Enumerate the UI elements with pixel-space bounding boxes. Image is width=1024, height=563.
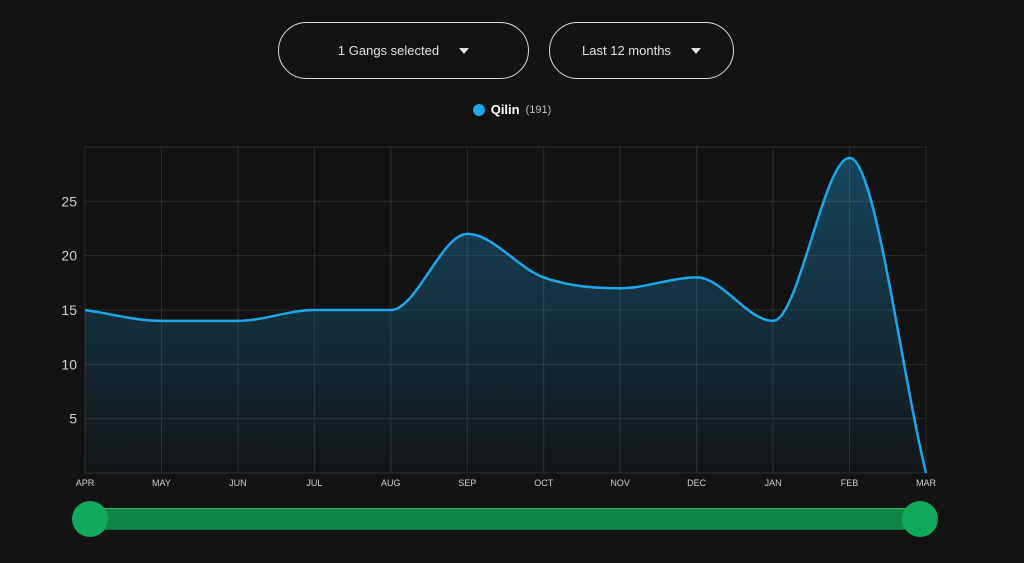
x-axis: APR MAY JUN JUL AUG SEP OCT NOV DEC JAN FEB MAR — [76, 478, 937, 488]
x-tick-label: FEB — [841, 478, 859, 488]
time-range-dropdown[interactable]: Last 12 months — [549, 22, 734, 79]
x-tick-label: APR — [76, 478, 95, 488]
chart-area — [85, 157, 926, 473]
area-chart: 5 10 15 20 25 APR MAY JUN JUL AUG SEP OCT NOV DEC JAN… — [61, 146, 937, 488]
range-slider-track[interactable] — [90, 508, 920, 530]
x-tick-label: MAY — [152, 478, 171, 488]
x-tick-label: OCT — [534, 478, 554, 488]
y-tick-label: 10 — [61, 356, 77, 372]
data-point-may[interactable] — [158, 318, 164, 324]
data-point-jan[interactable] — [770, 318, 776, 324]
x-tick-label: DEC — [687, 478, 707, 488]
data-point-apr[interactable] — [82, 307, 88, 313]
series-line-qilin[interactable] — [84, 156, 928, 474]
data-point-jun[interactable] — [235, 318, 241, 324]
time-range-label: Last 12 months — [582, 43, 671, 58]
y-tick-label: 20 — [61, 248, 77, 264]
x-tick-label: JAN — [765, 478, 782, 488]
y-tick-label: 5 — [69, 411, 77, 427]
y-tick-label: 25 — [61, 193, 77, 209]
x-tick-label: SEP — [458, 478, 476, 488]
range-slider-start-handle[interactable] — [72, 501, 108, 537]
chevron-down-icon — [459, 47, 470, 54]
x-tick-label: JUN — [229, 478, 247, 488]
legend-color-dot — [472, 103, 485, 116]
x-tick-label: JUL — [306, 478, 322, 488]
chart-legend: Qilin (191) — [0, 102, 1024, 117]
chart-line — [82, 155, 929, 476]
data-point-jul[interactable] — [311, 307, 317, 313]
x-tick-label: NOV — [610, 478, 630, 488]
chevron-down-icon — [690, 47, 701, 54]
gang-filter-label: 1 Gangs selected — [337, 43, 440, 58]
gang-filter-dropdown[interactable]: 1 Gangs selected — [278, 22, 529, 79]
y-tick-label: 15 — [61, 302, 77, 318]
data-point-sep[interactable] — [464, 231, 470, 237]
x-tick-label: MAR — [916, 478, 937, 488]
range-slider-end-handle[interactable] — [902, 501, 938, 537]
x-tick-label: AUG — [381, 478, 401, 488]
legend-series-name[interactable]: Qilin — [490, 102, 520, 117]
data-point-mar[interactable] — [923, 470, 929, 476]
data-point-oct[interactable] — [541, 274, 547, 280]
data-point-nov[interactable] — [617, 285, 623, 291]
data-point-dec[interactable] — [694, 274, 700, 280]
legend-series-count: (191) — [525, 103, 552, 116]
data-point-feb[interactable] — [847, 155, 853, 161]
data-point-aug[interactable] — [388, 307, 394, 313]
y-axis: 5 10 15 20 25 — [61, 193, 77, 426]
series-area-qilin — [85, 157, 926, 473]
